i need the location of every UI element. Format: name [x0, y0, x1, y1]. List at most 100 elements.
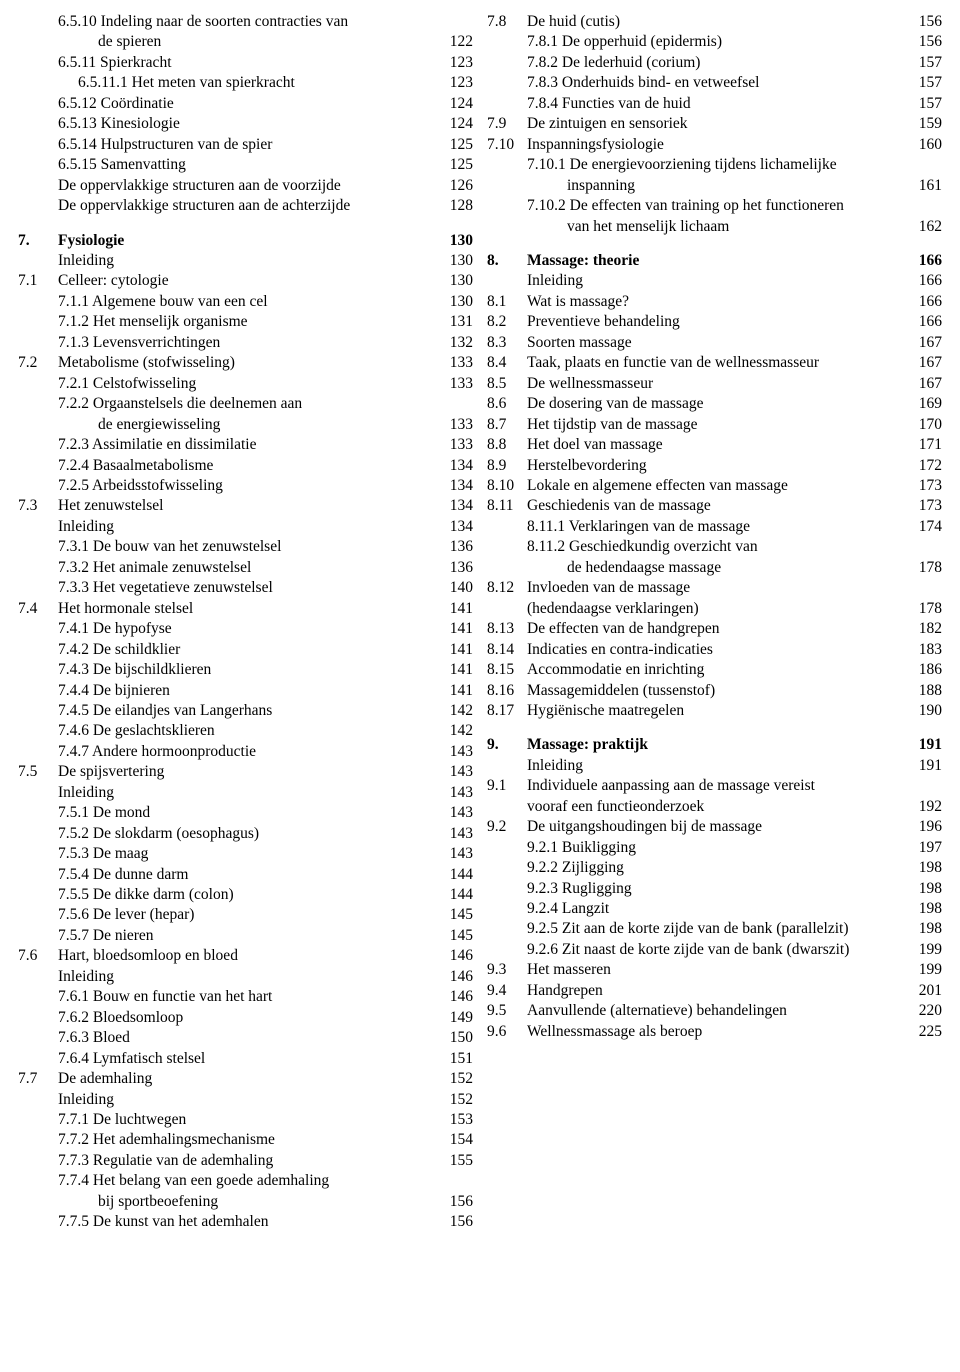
toc-page-number: 220 [906, 1001, 942, 1021]
toc-label: Handgrepen [527, 981, 906, 1001]
toc-page-number: 192 [906, 797, 942, 817]
toc-page-number: 171 [906, 435, 942, 455]
toc-row: Inleiding191 [487, 756, 942, 776]
toc-row: 7.5.5 De dikke darm (colon)144 [18, 885, 473, 905]
toc-row: 7.7.5 De kunst van het ademhalen156 [18, 1212, 473, 1232]
toc-label: Massage: praktijk [527, 735, 906, 755]
toc-page-number: 225 [906, 1022, 942, 1042]
toc-row: 7.4.2 De schildklier141 [18, 640, 473, 660]
toc-label: 7.6.2 Bloedsomloop [58, 1008, 437, 1028]
toc-row: 8.2Preventieve behandeling166 [487, 312, 942, 332]
toc-page-number: 141 [437, 599, 473, 619]
toc-page-number: 143 [437, 824, 473, 844]
toc-page-number: 197 [906, 838, 942, 858]
toc-label: 8.11.2 Geschiedkundig overzicht van [527, 537, 906, 557]
toc-row: 7.2Metabolisme (stofwisseling)133 [18, 353, 473, 373]
toc-row: 9.2.1 Buikligging197 [487, 838, 942, 858]
toc-label: 7.4.2 De schildklier [58, 640, 437, 660]
toc-page-number: 134 [437, 456, 473, 476]
toc-spacer [487, 237, 942, 251]
toc-section-number: 7. [18, 231, 58, 251]
toc-section-number: 8.13 [487, 619, 527, 639]
toc-row: 7.6Hart, bloedsomloop en bloed146 [18, 946, 473, 966]
toc-section-number: 7.9 [487, 114, 527, 134]
toc-label: 6.5.13 Kinesiologie [58, 114, 437, 134]
toc-label: Metabolisme (stofwisseling) [58, 353, 437, 373]
toc-label: 7.7.2 Het ademhalingsmechanisme [58, 1130, 437, 1150]
toc-label: Het hormonale stelsel [58, 599, 437, 619]
toc-page-number: 136 [437, 558, 473, 578]
toc-label: 6.5.10 Indeling naar de soorten contract… [58, 12, 437, 32]
toc-label: 8.11.1 Verklaringen van de massage [527, 517, 906, 537]
toc-row: vooraf een functieonderzoek192 [487, 797, 942, 817]
toc-row: 7.2.1 Celstofwisseling133 [18, 374, 473, 394]
toc-page-number: 167 [906, 374, 942, 394]
toc-row: Inleiding146 [18, 967, 473, 987]
toc-row: 7.7.2 Het ademhalingsmechanisme154 [18, 1130, 473, 1150]
toc-row: 7.10.2 De effecten van training op het f… [487, 196, 942, 216]
toc-page-number: 173 [906, 476, 942, 496]
toc-label: 7.3.2 Het animale zenuwstelsel [58, 558, 437, 578]
toc-page-number: 166 [906, 251, 942, 271]
toc-row: 8.11Geschiedenis van de massage173 [487, 496, 942, 516]
toc-row: 7.5.3 De maag143 [18, 844, 473, 864]
toc-page-number: 196 [906, 817, 942, 837]
toc-page-number: 140 [437, 578, 473, 598]
toc-section-number: 8.16 [487, 681, 527, 701]
toc-row: 8.7Het tijdstip van de massage170 [487, 415, 942, 435]
toc-section-number: 8.10 [487, 476, 527, 496]
toc-page-number: 143 [437, 783, 473, 803]
toc-label: 7.5.1 De mond [58, 803, 437, 823]
toc-page-number: 141 [437, 660, 473, 680]
toc-row: 8.16Massagemiddelen (tussenstof)188 [487, 681, 942, 701]
toc-row: 6.5.14 Hulpstructuren van de spier125 [18, 135, 473, 155]
toc-page-number: 170 [906, 415, 942, 435]
toc-label: Wellnessmassage als beroep [527, 1022, 906, 1042]
toc-row: 7.4.7 Andere hormoonproductie143 [18, 742, 473, 762]
toc-row: bij sportbeoefening156 [18, 1192, 473, 1212]
toc-label: 9.2.1 Buikligging [527, 838, 906, 858]
toc-label: 9.2.4 Langzit [527, 899, 906, 919]
toc-page-number: 141 [437, 640, 473, 660]
toc-label: Inleiding [58, 967, 437, 987]
toc-label: Inleiding [527, 271, 906, 291]
toc-page-number: 173 [906, 496, 942, 516]
toc-page-number: 136 [437, 537, 473, 557]
toc-section-number: 7.7 [18, 1069, 58, 1089]
toc-page-number: 146 [437, 967, 473, 987]
toc-row: 8.8Het doel van massage171 [487, 435, 942, 455]
toc-label: 7.5.6 De lever (hepar) [58, 905, 437, 925]
toc-label: 7.7.5 De kunst van het ademhalen [58, 1212, 437, 1232]
toc-row: 6.5.12 Coördinatie124 [18, 94, 473, 114]
toc-page-number: 134 [437, 476, 473, 496]
toc-label: Wat is massage? [527, 292, 906, 312]
toc-label: 7.2.3 Assimilatie en dissimilatie [58, 435, 437, 455]
toc-label: Inspanningsfysiologie [527, 135, 906, 155]
toc-label: De huid (cutis) [527, 12, 906, 32]
toc-page-number: 133 [437, 435, 473, 455]
toc-row: Inleiding166 [487, 271, 942, 291]
toc-page-number: 160 [906, 135, 942, 155]
toc-label: 7.4.7 Andere hormoonproductie [58, 742, 437, 762]
toc-section-number: 9.4 [487, 981, 527, 1001]
toc-label: De wellnessmasseur [527, 374, 906, 394]
toc-row: 8.3Soorten massage167 [487, 333, 942, 353]
toc-row: 7.Fysiologie130 [18, 231, 473, 251]
toc-label: Individuele aanpassing aan de massage ve… [527, 776, 906, 796]
toc-page-number: 199 [906, 960, 942, 980]
toc-page-number: 190 [906, 701, 942, 721]
toc-page-number: 144 [437, 885, 473, 905]
toc-label: 7.5.5 De dikke darm (colon) [58, 885, 437, 905]
toc-row: 8.4Taak, plaats en functie van de wellne… [487, 353, 942, 373]
toc-section-number: 8.2 [487, 312, 527, 332]
toc-section-number: 8.17 [487, 701, 527, 721]
toc-label: Hart, bloedsomloop en bloed [58, 946, 437, 966]
toc-page-number: 198 [906, 899, 942, 919]
toc-label: 7.1.1 Algemene bouw van een cel [58, 292, 437, 312]
toc-label: inspanning [527, 176, 906, 196]
toc-section-number: 9.2 [487, 817, 527, 837]
toc-section-number: 7.10 [487, 135, 527, 155]
toc-row: 7.2.2 Orgaanstelsels die deelnemen aan [18, 394, 473, 414]
toc-label: Taak, plaats en functie van de wellnessm… [527, 353, 906, 373]
toc-row: 7.2.3 Assimilatie en dissimilatie133 [18, 435, 473, 455]
